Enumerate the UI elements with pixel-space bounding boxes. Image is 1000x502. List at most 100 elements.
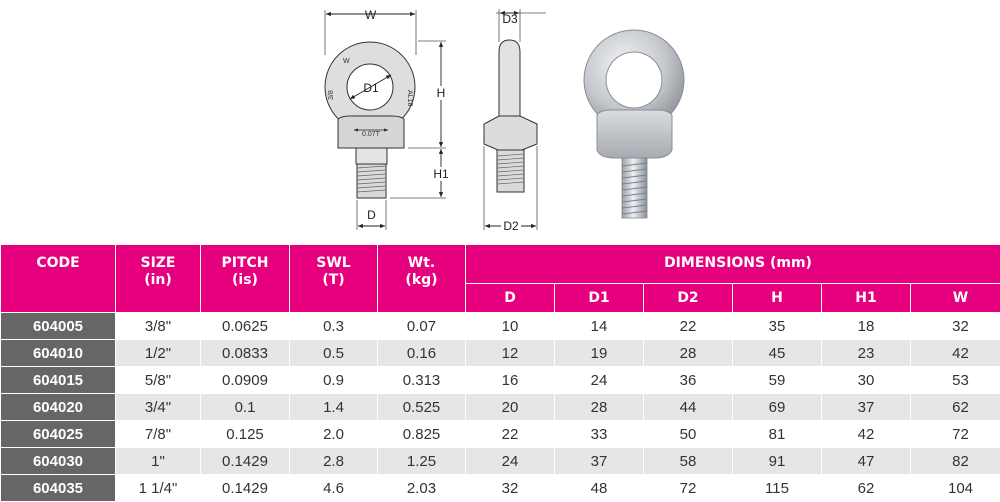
label-d1: D1 [363, 81, 379, 95]
cell-dim-w: 53 [911, 367, 1000, 394]
header-swl: SWL(T) [290, 245, 378, 313]
cell-dim-d: 32 [466, 475, 555, 502]
cell-dim-d2: 58 [644, 448, 733, 475]
header-dim-h: H [733, 284, 822, 313]
cell-dim-d2: 50 [644, 421, 733, 448]
header-size: SIZE(in) [116, 245, 201, 313]
cell-dim-h: 35 [733, 313, 822, 340]
cell-dim-h1: 42 [822, 421, 911, 448]
cell-pitch: 0.1 [201, 394, 290, 421]
cell-dim-h: 81 [733, 421, 822, 448]
cell-swl: 4.6 [290, 475, 378, 502]
cell-swl: 1.4 [290, 394, 378, 421]
header-dim-d1: D1 [555, 284, 644, 313]
cell-code: 604035 [1, 475, 116, 502]
cell-dim-d1: 28 [555, 394, 644, 421]
eye-bolt-technical-drawing: W D1 W 3/8 AL18 0.07T H H1 D D3 [0, 0, 1000, 240]
cell-code: 604030 [1, 448, 116, 475]
cell-swl: 0.3 [290, 313, 378, 340]
cell-dim-d1: 33 [555, 421, 644, 448]
cell-dim-d2: 44 [644, 394, 733, 421]
cell-dim-d1: 19 [555, 340, 644, 367]
header-dim-d: D [466, 284, 555, 313]
cell-dim-w: 42 [911, 340, 1000, 367]
cell-pitch: 0.125 [201, 421, 290, 448]
header-weight: Wt.(kg) [378, 245, 466, 313]
cell-dim-d1: 37 [555, 448, 644, 475]
cell-size: 1/2" [116, 340, 201, 367]
cell-dim-h1: 23 [822, 340, 911, 367]
header-dim-h1: H1 [822, 284, 911, 313]
cell-swl: 2.0 [290, 421, 378, 448]
cell-weight: 0.525 [378, 394, 466, 421]
cell-size: 3/8" [116, 313, 201, 340]
cell-pitch: 0.0625 [201, 313, 290, 340]
header-code: CODE [1, 245, 116, 313]
cell-swl: 0.9 [290, 367, 378, 394]
cell-dim-h: 115 [733, 475, 822, 502]
cell-dim-d2: 22 [644, 313, 733, 340]
cell-code: 604020 [1, 394, 116, 421]
cell-dim-d1: 48 [555, 475, 644, 502]
cell-dim-h1: 47 [822, 448, 911, 475]
label-h1: H1 [433, 167, 449, 181]
cell-dim-h1: 62 [822, 475, 911, 502]
cell-dim-h1: 18 [822, 313, 911, 340]
cell-size: 5/8" [116, 367, 201, 394]
engraving-grade: AL18 [406, 90, 413, 106]
cell-dim-w: 104 [911, 475, 1000, 502]
label-w: W [365, 8, 377, 22]
cell-dim-d: 12 [466, 340, 555, 367]
front-view: W D1 W 3/8 AL18 0.07T H H1 D [325, 8, 450, 230]
cell-dim-w: 72 [911, 421, 1000, 448]
cell-weight: 1.25 [378, 448, 466, 475]
cell-pitch: 0.0909 [201, 367, 290, 394]
cell-pitch: 0.1429 [201, 475, 290, 502]
cell-size: 7/8" [116, 421, 201, 448]
header-pitch: PITCH(is) [201, 245, 290, 313]
cell-weight: 0.825 [378, 421, 466, 448]
cell-pitch: 0.0833 [201, 340, 290, 367]
cell-dim-d: 24 [466, 448, 555, 475]
cell-code: 604025 [1, 421, 116, 448]
header-dim-w: W [911, 284, 1000, 313]
cell-dim-h1: 37 [822, 394, 911, 421]
cell-weight: 0.07 [378, 313, 466, 340]
label-h: H [437, 86, 446, 100]
cell-dim-h: 91 [733, 448, 822, 475]
cell-dim-d2: 36 [644, 367, 733, 394]
cell-code: 604015 [1, 367, 116, 394]
label-d: D [367, 208, 376, 222]
cell-code: 604005 [1, 313, 116, 340]
label-d3: D3 [502, 12, 518, 26]
cell-dim-d2: 28 [644, 340, 733, 367]
cell-dim-d1: 14 [555, 313, 644, 340]
label-d2: D2 [503, 219, 519, 233]
cell-dim-h: 59 [733, 367, 822, 394]
engraving-size: 3/8 [328, 90, 335, 100]
cell-dim-w: 82 [911, 448, 1000, 475]
engraving-w: W [343, 58, 350, 65]
cell-dim-h: 45 [733, 340, 822, 367]
eye-bolt-spec-table: CODE SIZE(in) PITCH(is) SWL(T) Wt.(kg) D… [0, 244, 1000, 502]
cell-dim-h1: 30 [822, 367, 911, 394]
cell-size: 1" [116, 448, 201, 475]
cell-dim-d: 22 [466, 421, 555, 448]
cell-dim-d: 16 [466, 367, 555, 394]
cell-dim-w: 62 [911, 394, 1000, 421]
cell-size: 1 1/4" [116, 475, 201, 502]
cell-dim-d: 20 [466, 394, 555, 421]
cell-code: 604010 [1, 340, 116, 367]
cell-pitch: 0.1429 [201, 448, 290, 475]
cell-weight: 2.03 [378, 475, 466, 502]
cell-dim-d2: 72 [644, 475, 733, 502]
header-dim-d2: D2 [644, 284, 733, 313]
cell-dim-d1: 24 [555, 367, 644, 394]
